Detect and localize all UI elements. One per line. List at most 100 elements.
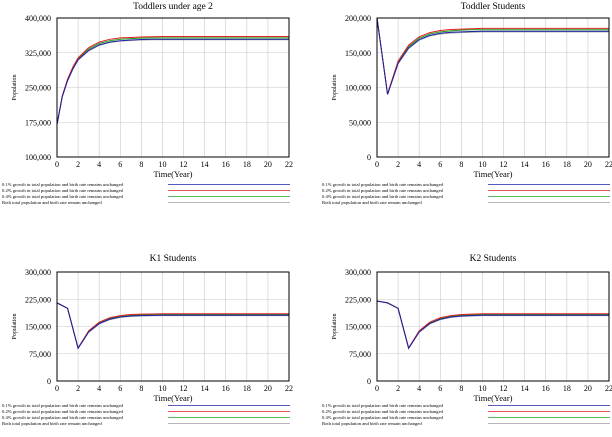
x-tick-label: 22 (285, 160, 293, 169)
y-axis-label: Population (332, 313, 338, 339)
series-line-unchanged (56, 302, 289, 350)
x-tick-label: 2 (396, 160, 400, 169)
x-tick-label: 0 (55, 384, 59, 393)
legend-label: Both total population and birth rate rem… (322, 421, 422, 426)
series-line-growth-0-4 (56, 37, 289, 125)
y-tick-label: 150,000 (345, 49, 371, 58)
series-line-growth-0-2 (56, 302, 289, 350)
legend-label: Both total population and birth rate rem… (2, 200, 102, 205)
x-tick-label: 14 (201, 160, 209, 169)
x-tick-label: 8 (459, 384, 463, 393)
x-tick-label: 22 (605, 384, 612, 393)
series-line-growth-0-1 (56, 302, 289, 350)
y-tick-label: 300,000 (345, 268, 371, 277)
legend: 0.1% growth in total population and birt… (322, 403, 610, 426)
x-tick-label: 12 (180, 160, 188, 169)
legend-label: Both total population and birth rate rem… (2, 421, 102, 426)
x-tick-label: 10 (478, 384, 486, 393)
y-tick-label: 225,000 (345, 295, 371, 304)
y-tick-label: 300,000 (25, 268, 51, 277)
x-tick-label: 0 (55, 160, 59, 169)
y-tick-label: 175,000 (25, 118, 51, 127)
y-axis-label: Population (12, 313, 18, 339)
chart-title: K1 Students (150, 254, 197, 264)
series-line-growth-0-2 (376, 300, 609, 350)
x-tick-label: 8 (139, 160, 143, 169)
chart-title: Toddler Students (461, 2, 526, 12)
series-line-growth-0-2 (56, 36, 289, 125)
y-tick-label: 0 (47, 377, 51, 386)
plot-frame (376, 17, 610, 158)
series-line-growth-0-4 (376, 300, 609, 350)
x-tick-label: 6 (438, 160, 442, 169)
y-tick-label: 250,000 (25, 84, 51, 93)
y-tick-label: 50,000 (349, 118, 371, 127)
series-line-unchanged (376, 300, 609, 350)
y-tick-label: 0 (367, 153, 371, 162)
x-tick-label: 18 (243, 384, 251, 393)
y-tick-label: 200,000 (345, 14, 371, 23)
chart-panel-4: K2 Students 0 2 4 6 8 10 12 14 16 18 20 22 0 75,000 150… (322, 254, 612, 426)
x-axis-label: Time(Year) (154, 169, 193, 179)
x-axis-label: Time(Year) (474, 169, 513, 179)
x-tick-label: 4 (97, 384, 101, 393)
series-line-growth-0-2 (376, 17, 609, 94)
legend-label: Both total population and birth rate rem… (322, 200, 422, 205)
y-tick-label: 150,000 (345, 323, 371, 332)
y-tick-label: 75,000 (29, 350, 51, 359)
y-tick-label: 100,000 (345, 84, 371, 93)
series-line-growth-0-1 (376, 300, 609, 350)
y-tick-label: 325,000 (25, 49, 51, 58)
x-tick-label: 18 (243, 160, 251, 169)
legend-label: 0.4% growth in total population and birt… (2, 415, 124, 420)
plot-frame (56, 271, 290, 382)
chart-title: Toddlers under age 2 (133, 2, 213, 12)
legend: 0.1% growth in total population and birt… (2, 403, 290, 426)
x-tick-label: 6 (438, 384, 442, 393)
x-tick-label: 0 (375, 160, 379, 169)
series-line-growth-0-1 (56, 38, 289, 125)
x-tick-label: 16 (542, 160, 550, 169)
legend-label: 0.1% growth in total population and birt… (322, 182, 444, 187)
x-tick-label: 2 (76, 160, 80, 169)
x-tick-label: 18 (563, 160, 571, 169)
x-tick-label: 14 (521, 160, 529, 169)
legend-label: 0.1% growth in total population and birt… (2, 182, 124, 187)
x-axis-label: Time(Year) (474, 393, 513, 403)
x-tick-label: 16 (222, 384, 230, 393)
x-tick-label: 20 (584, 160, 592, 169)
y-axis-label: Population (332, 74, 338, 100)
x-tick-label: 6 (118, 384, 122, 393)
y-tick-label: 75,000 (349, 350, 371, 359)
x-tick-label: 20 (264, 384, 272, 393)
legend-label: 0.2% growth in total population and birt… (322, 188, 444, 193)
legend-label: 0.2% growth in total population and birt… (2, 188, 124, 193)
y-tick-label: 400,000 (25, 14, 51, 23)
y-axis-label: Population (12, 74, 18, 100)
x-tick-label: 4 (417, 160, 421, 169)
legend-label: 0.1% growth in total population and birt… (2, 403, 124, 408)
x-tick-label: 22 (285, 384, 293, 393)
y-tick-label: 100,000 (25, 153, 51, 162)
legend-label: 0.4% growth in total population and birt… (2, 194, 124, 199)
x-tick-label: 2 (76, 384, 80, 393)
x-tick-label: 12 (180, 384, 188, 393)
legend-label: 0.1% growth in total population and birt… (322, 403, 444, 408)
x-tick-label: 0 (375, 384, 379, 393)
x-tick-label: 16 (222, 160, 230, 169)
x-tick-label: 6 (118, 160, 122, 169)
y-tick-label: 225,000 (25, 295, 51, 304)
x-tick-label: 12 (500, 384, 508, 393)
x-tick-label: 20 (264, 160, 272, 169)
x-tick-label: 20 (584, 384, 592, 393)
x-tick-label: 16 (542, 384, 550, 393)
plot-frame (56, 17, 290, 158)
y-tick-label: 150,000 (25, 323, 51, 332)
legend-label: 0.2% growth in total population and birt… (322, 409, 444, 414)
x-axis-label: Time(Year) (154, 393, 193, 403)
legend: 0.1% growth in total population and birt… (2, 182, 290, 205)
x-tick-label: 12 (500, 160, 508, 169)
x-tick-label: 8 (459, 160, 463, 169)
x-tick-label: 10 (158, 160, 166, 169)
